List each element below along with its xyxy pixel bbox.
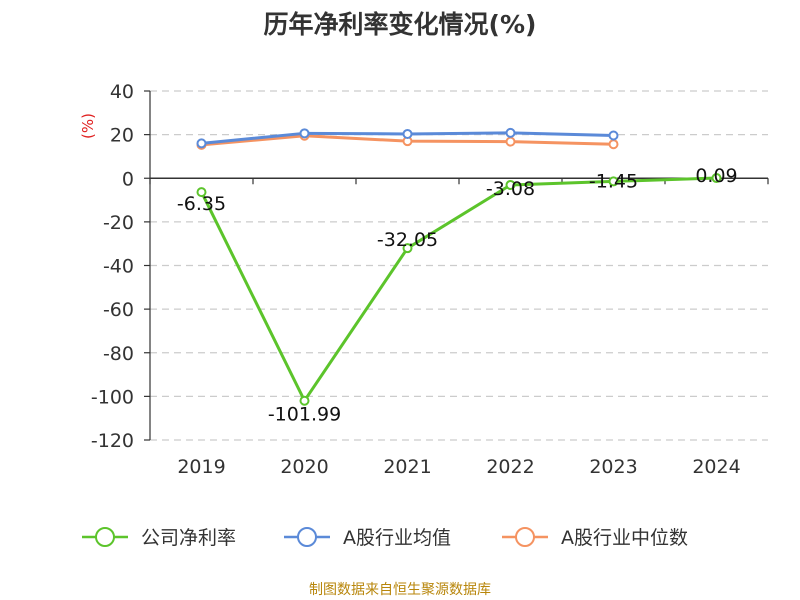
x-tick-label: 2024: [692, 456, 740, 478]
axes: 40 20 0 -20 -40 -60 -80 -100 -120 2019 2020 2021 202…: [91, 81, 769, 478]
x-tick-label: 2019: [177, 456, 225, 478]
y-tick-label: -40: [103, 256, 134, 278]
grid-lines: [150, 90, 768, 441]
data-label: -1.45: [589, 170, 638, 192]
legend-marker[interactable]: [95, 527, 115, 547]
data-label: -3.08: [486, 178, 535, 200]
data-label: -6.35: [177, 193, 226, 215]
legend-marker[interactable]: [297, 527, 317, 547]
y-tick-label: 0: [122, 168, 134, 190]
y-tick-label: -120: [91, 430, 134, 452]
series-point: [196, 187, 207, 198]
x-tick-label: 2020: [280, 456, 328, 478]
series-point: [299, 395, 310, 406]
y-axis-unit: (%): [79, 113, 97, 139]
series-point: [402, 128, 413, 139]
data-label: -32.05: [377, 229, 438, 251]
series-point: [299, 128, 310, 139]
data-labels: -6.35 -101.99 -32.05 -3.08 -1.45 0.09: [177, 165, 738, 426]
series-point: [505, 136, 516, 147]
series-point: [608, 176, 619, 187]
series-point: [196, 138, 207, 149]
legend-marker[interactable]: [515, 527, 535, 547]
legend-label[interactable]: 公司净利率: [141, 527, 236, 549]
series-group: [196, 127, 722, 406]
y-tick-label: -60: [103, 299, 134, 321]
y-tick-label: 20: [110, 125, 134, 147]
y-tick-label: 40: [110, 81, 134, 103]
series-point: [608, 130, 619, 141]
source-note: 制图数据来自恒生聚源数据库: [309, 582, 491, 598]
legend[interactable]: 公司净利率 A股行业均值 A股行业中位数: [82, 527, 688, 549]
x-tick-label: 2023: [589, 456, 637, 478]
legend-label[interactable]: A股行业均值: [343, 527, 451, 549]
series-point: [505, 179, 516, 190]
chart-title: 历年净利率变化情况(%): [264, 10, 537, 39]
y-tick-label: -20: [103, 212, 134, 234]
x-tick-label: 2021: [383, 456, 431, 478]
y-tick-label: -80: [103, 343, 134, 365]
series-point: [505, 127, 516, 138]
y-tick-label: -100: [91, 386, 134, 408]
x-tick-label: 2022: [486, 456, 534, 478]
series-point: [711, 173, 722, 184]
series-point: [402, 243, 413, 254]
data-label: -101.99: [268, 404, 341, 426]
series-line: [200, 176, 717, 403]
series-point: [608, 139, 619, 150]
legend-label[interactable]: A股行业中位数: [561, 527, 688, 549]
data-label: 0.09: [695, 165, 737, 187]
